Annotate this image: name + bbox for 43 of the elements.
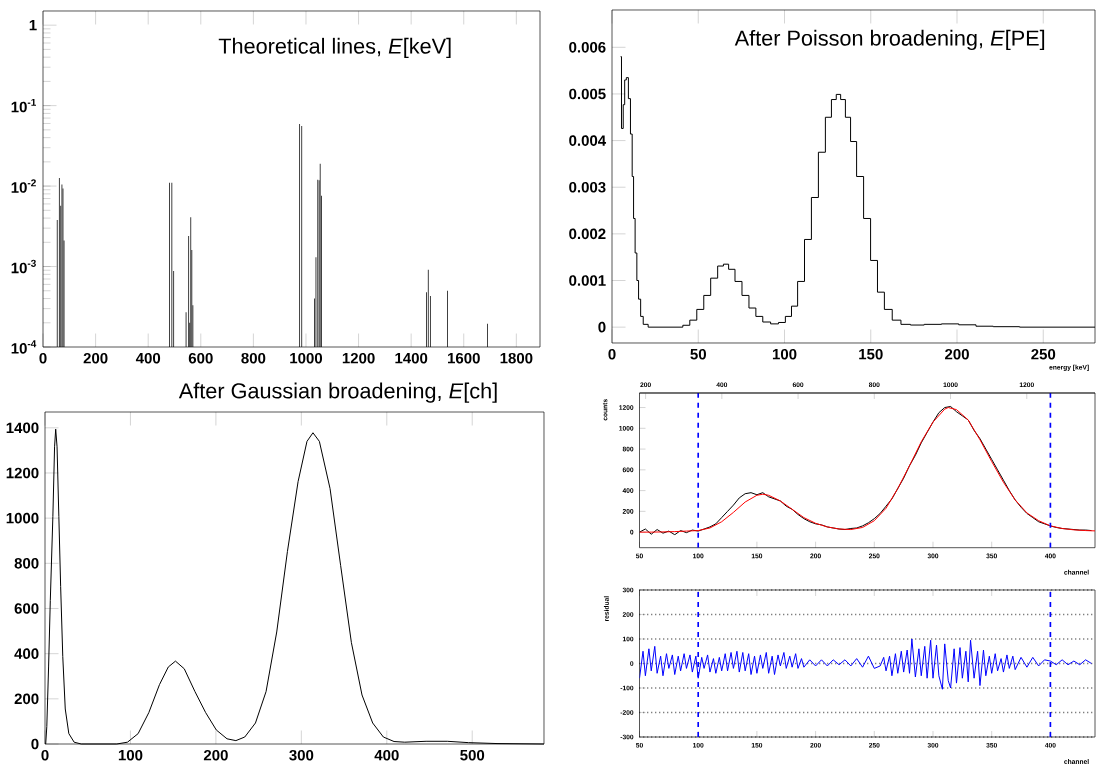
y-tick-label: 10$^{-4}$: [11, 340, 37, 354]
x-tick-label: 200: [945, 348, 969, 360]
y-tick-label: 1200: [6, 467, 39, 479]
x-tick-label: 600: [188, 352, 213, 364]
x-tick-label: 0: [39, 352, 47, 364]
y-tick-label: 10$^{-3}$: [11, 259, 36, 274]
x-tick-label: 1000: [290, 352, 323, 364]
x-tick-label: 150: [859, 348, 883, 360]
x-tick-label: 100: [772, 348, 797, 360]
x-tick-label: 50: [690, 348, 706, 360]
x-tick-label: 300: [289, 749, 314, 761]
y-tick-label: 1: [29, 20, 37, 31]
x-tick-label: 1200: [342, 352, 375, 364]
x-tick-label: 250: [1031, 348, 1056, 360]
y-tick-label: 0.002: [569, 228, 606, 240]
chart-title: After Gaussian broadening, E[ch]: [178, 382, 497, 403]
x-tick-label: 800: [241, 352, 266, 364]
x-tick-label: 1800: [500, 352, 533, 364]
y-tick-label: 1400: [6, 422, 39, 434]
text: Theoretical lines, E[keV]: [218, 37, 451, 59]
y-tick-label: 400: [14, 648, 39, 659]
y-tick-label: 200: [14, 693, 39, 705]
y-tick-label: 0.003: [569, 181, 606, 193]
x-tick-label: 1400: [395, 352, 428, 364]
y-tick-label: 0.005: [569, 88, 606, 100]
x-tick-label: 0: [41, 749, 49, 761]
y-tick-label: 0: [598, 321, 606, 333]
y-tick-label: 600: [14, 603, 39, 614]
x-tick-label: 500: [460, 749, 485, 761]
text: After Poisson broadening, E[PE]: [734, 29, 1045, 51]
x-tick-label: 100: [118, 749, 143, 761]
y-tick-label: 1000: [6, 512, 39, 524]
x-tick-label: 0: [608, 348, 616, 360]
y-tick-label: 0.004: [569, 135, 607, 146]
x-tick-label: 200: [83, 352, 108, 364]
x-tick-label: 200: [203, 749, 228, 761]
x-tick-label: 1600: [448, 352, 480, 364]
y-tick-label: 0.006: [569, 41, 606, 53]
y-tick-label: 10$^{-1}$: [11, 98, 36, 113]
x-tick-label: 400: [135, 352, 161, 364]
y-tick-label: 0.001: [569, 275, 606, 286]
y-tick-label: 10$^{-2}$: [11, 179, 36, 193]
x-tick-label: 400: [374, 749, 399, 761]
